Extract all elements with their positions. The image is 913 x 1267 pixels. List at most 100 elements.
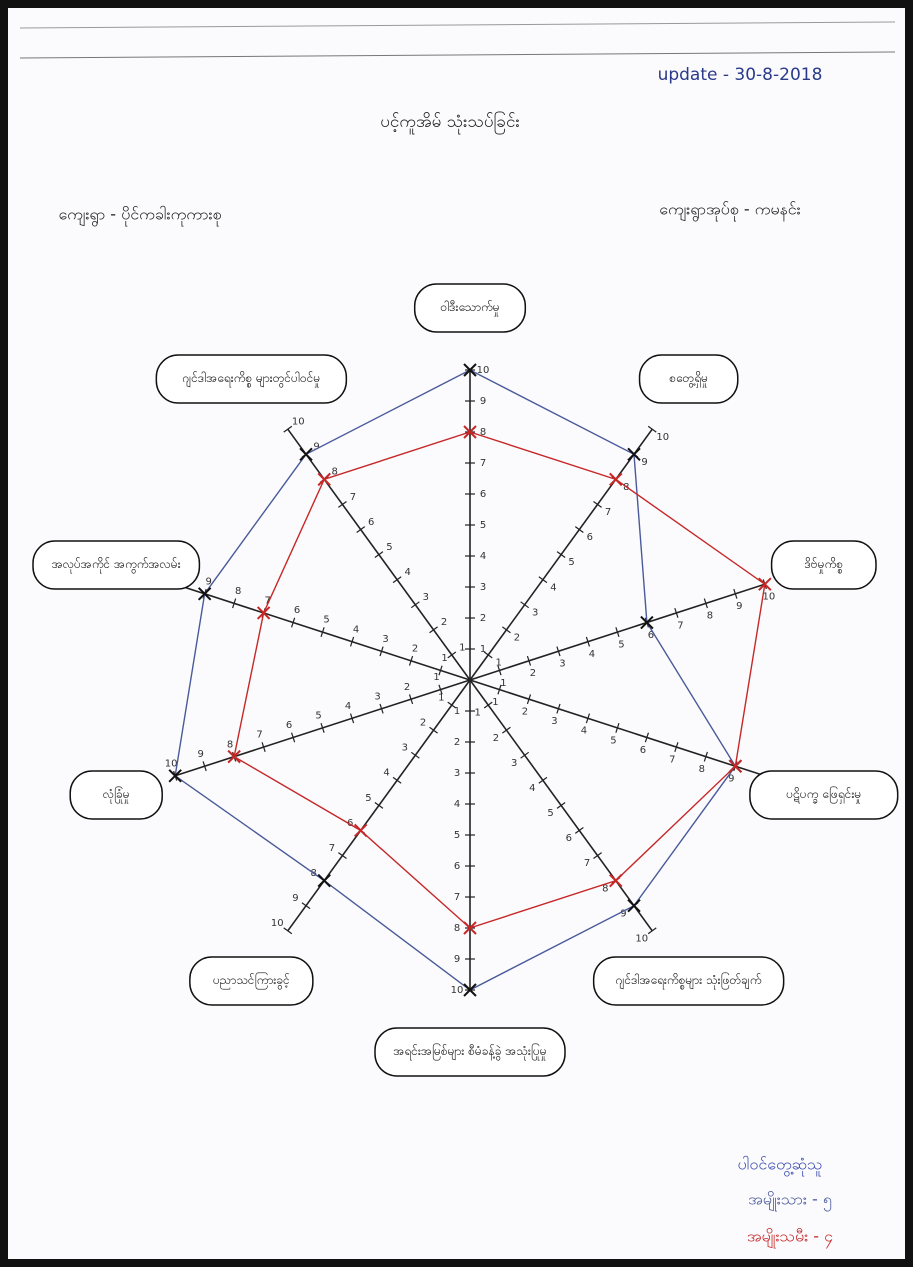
tick-mark (502, 626, 511, 634)
tick-label: 4 (589, 649, 595, 660)
tick-label: 4 (550, 582, 556, 593)
tick-label: 6 (286, 720, 292, 731)
axis-label-box (638, 354, 739, 404)
tick-label: 4 (383, 768, 389, 779)
data-point (728, 759, 743, 773)
axis-label-wrap: ပဋိပက္ခ ဖြေရှင်းမှု (786, 787, 862, 802)
axis-label-wrap: ဂျင်ဒါအရေးကိစ္စ များတွင်ပါဝင်မှု (182, 371, 320, 385)
tick-mark (497, 684, 502, 695)
tick-label: 8 (332, 467, 338, 478)
tick-mark (556, 801, 566, 809)
tick-label: 7 (584, 858, 590, 869)
tick-label: 3 (532, 607, 538, 618)
axis-label-box (374, 1027, 566, 1077)
tick-label: 7 (350, 492, 356, 503)
tick-label: 3 (382, 634, 388, 645)
tick-label: 1 (475, 708, 481, 719)
tick-mark (356, 526, 366, 533)
axis-label-wrap: စတွေ့ရှိမှု (669, 371, 708, 385)
axis-label: ဝါဒီးသောက်မှု (440, 300, 500, 315)
tick-label: 8 (454, 923, 460, 934)
tick-label: 7 (669, 754, 675, 765)
tick-mark (647, 425, 657, 433)
data-point (627, 899, 641, 913)
data-point (463, 921, 477, 935)
tick-mark (502, 726, 511, 734)
tick-label: 2 (493, 733, 499, 744)
tick-mark (593, 852, 602, 859)
tick-mark (349, 713, 355, 724)
tick-label: 4 (404, 567, 410, 578)
data-point (197, 587, 212, 601)
tick-mark (585, 636, 591, 647)
tick-label: 7 (454, 892, 460, 903)
tick-label: 9 (313, 442, 319, 453)
tick-label: 2 (530, 668, 536, 679)
village-tract: ကျေးရွာအုပ်စု - ကမနင်း (659, 200, 800, 222)
tick-label: 3 (480, 582, 486, 593)
axis-label: ပဋိပက္ခ ဖြေရှင်းမှု (786, 787, 862, 802)
tick-label: 9 (620, 908, 626, 919)
tick-label: 9 (454, 954, 460, 965)
axis-label: ဒိဗ်မှုကိစ္စ (804, 557, 843, 572)
tick-mark (520, 601, 530, 609)
tick-mark (429, 726, 438, 734)
axis-label-box (749, 770, 899, 820)
axis-label: ဂျင်ဒါအရေးကိစ္စများ သုံးဖြတ်ချက် (615, 973, 762, 988)
axis-label-wrap: အလုပ်အကိုင် အကွက်အလမ်း (52, 557, 181, 571)
tick-label: 9 (736, 601, 742, 612)
tick-mark (733, 588, 738, 599)
data-point (353, 823, 368, 838)
axis-label-wrap: ပညာသင်ကြားခွင့် (212, 973, 290, 988)
tick-mark (410, 601, 420, 609)
tick-label: 4 (529, 783, 535, 794)
tick-label: 5 (315, 711, 321, 722)
data-point (640, 615, 654, 630)
tick-mark (290, 617, 296, 628)
tick-mark (349, 636, 355, 647)
tick-label: 10 (292, 417, 305, 428)
tick-mark (593, 501, 602, 508)
tick-mark (703, 751, 708, 762)
data-point (627, 447, 641, 461)
tick-label: 8 (699, 764, 705, 775)
tick-label: 10 (271, 918, 284, 929)
update-date: update - 30-8-2018 (658, 65, 823, 85)
tick-label: 2 (454, 737, 460, 748)
tick-label: 10 (477, 365, 490, 376)
tick-label: 6 (368, 517, 374, 528)
tick-label: 5 (323, 615, 329, 626)
data-point (758, 577, 772, 591)
tick-label: 1 (480, 644, 486, 655)
tick-label: 9 (728, 774, 734, 785)
tick-mark (538, 576, 548, 584)
tick-label: 6 (480, 489, 486, 500)
tick-mark (574, 827, 584, 834)
tick-label: 1 (454, 706, 460, 717)
axis-label-box (69, 770, 163, 820)
tick-label: 8 (227, 739, 233, 750)
chart-title: ပင့်ကူအိမ် သုံးသပ်ခြင်း (380, 110, 520, 135)
tick-label: 6 (454, 861, 460, 872)
tick-label: 9 (205, 576, 211, 587)
axis-label-wrap: လုံခြုံမှု (103, 787, 130, 801)
tick-label: 5 (365, 793, 371, 804)
tick-label: 1 (438, 692, 444, 703)
tick-mark (374, 801, 384, 809)
data-point (609, 873, 623, 888)
axis-label-box (32, 540, 201, 590)
tick-label: 2 (480, 613, 486, 624)
legend-entry: အမျိုးသား - ၅ (748, 1190, 832, 1212)
tick-mark (338, 501, 347, 508)
tick-mark (320, 722, 325, 733)
axis-label: ပညာသင်ကြားခွင့် (212, 973, 290, 988)
tick-label: 5 (454, 830, 460, 841)
tick-label: 1 (500, 678, 506, 689)
data-point (227, 749, 241, 764)
tick-label: 6 (648, 630, 654, 641)
data-point (463, 425, 477, 439)
tick-label: 7 (256, 730, 262, 741)
tick-label: 6 (587, 532, 593, 543)
tick-mark (647, 927, 657, 935)
